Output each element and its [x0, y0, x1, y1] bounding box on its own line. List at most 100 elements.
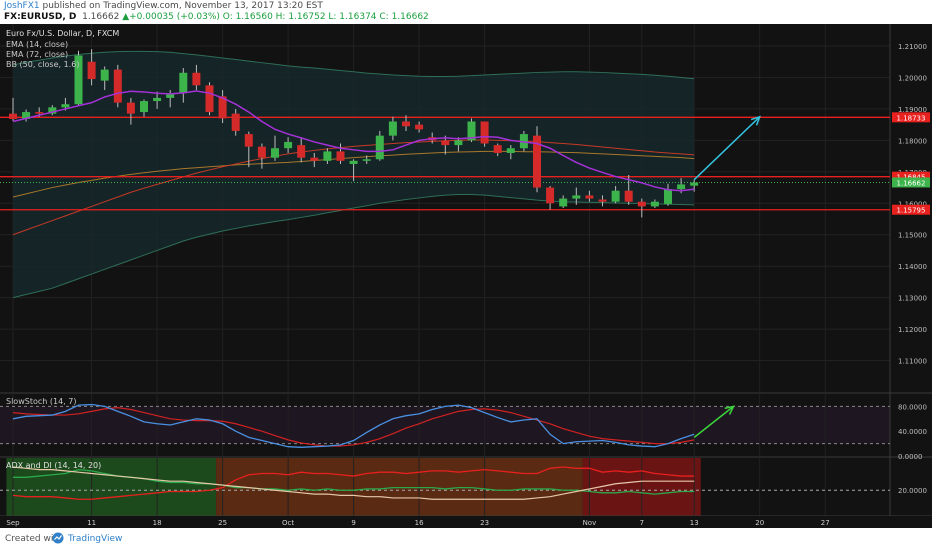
- candle-down: [192, 72, 201, 86]
- candle-up: [690, 182, 699, 186]
- ohlc-values: O: 1.16560 H: 1.16752 L: 1.16374 C: 1.16…: [222, 12, 429, 22]
- tradingview-brand[interactable]: TradingView: [68, 534, 123, 544]
- bollinger-upper-line: [12, 50, 695, 80]
- candle-up: [664, 189, 672, 204]
- adx-tick-label: 20.0000: [898, 487, 927, 495]
- last-price: 1.16662: [82, 12, 120, 22]
- candle-down: [598, 199, 607, 202]
- adx-title: ADX and DI (14, 14, 20): [6, 461, 101, 470]
- candle-down: [310, 157, 319, 161]
- candle-down: [126, 102, 135, 114]
- candle-down: [231, 113, 240, 131]
- date-tick-label: 13: [690, 519, 699, 527]
- candle-down: [546, 187, 555, 204]
- candle-down: [533, 135, 541, 188]
- projection-arrow-head: [750, 115, 761, 126]
- date-tick-label: Oct: [282, 519, 294, 527]
- publish-info: published on TradingView.com, November 1…: [39, 1, 323, 11]
- date-tick-label: 20: [755, 519, 764, 527]
- candle-up: [323, 151, 332, 161]
- price-tick-label: 1.12000: [898, 326, 927, 334]
- candle-down: [218, 96, 227, 119]
- main-chart-title: Euro Fx/U.S. Dollar, D, FXCM: [6, 29, 119, 38]
- candle-up: [22, 112, 31, 119]
- quote-line: FX:EURUSD, D 1.16662 ▲+0.00035 (+0.03%) …: [4, 12, 429, 22]
- indicator-legend: BB (50, close, 1.6): [6, 60, 79, 69]
- di-minus-line: [12, 466, 695, 500]
- candle-up: [74, 55, 83, 105]
- candle-down: [480, 121, 489, 144]
- stoch-tick-label: 80.0000: [898, 403, 927, 411]
- candle-up: [153, 97, 162, 102]
- price-tick-label: 1.21000: [898, 43, 927, 51]
- candle-up: [61, 104, 70, 108]
- current-price-label: 1.16662: [897, 179, 926, 187]
- header: JoshFX1 published on TradingView.com, No…: [0, 0, 932, 24]
- date-tick-label: 18: [153, 519, 162, 527]
- stoch-arrow: [693, 405, 734, 438]
- candle-up: [454, 140, 463, 146]
- candle-up: [362, 159, 371, 161]
- indicator-legend: EMA (14, close): [6, 40, 68, 49]
- current-price-tag: [892, 177, 930, 188]
- level-price-label: 1.18733: [897, 114, 926, 122]
- candle-down: [493, 145, 502, 153]
- date-tick-label: 9: [351, 519, 355, 527]
- price-tick-label: 1.13000: [898, 295, 927, 303]
- price-tick-label: 1.20000: [898, 74, 927, 82]
- bollinger-lower-line: [12, 193, 695, 299]
- time-axis: [0, 516, 932, 528]
- bollinger-basis-line: [12, 150, 695, 198]
- candle-down: [87, 61, 96, 80]
- candle-down: [244, 134, 253, 147]
- candle-up: [349, 160, 358, 164]
- level-price-tag: [892, 204, 930, 215]
- symbol-label: FX:EURUSD, D: [4, 12, 77, 22]
- candle-down: [402, 121, 410, 127]
- candle-up: [388, 121, 397, 136]
- candle-up: [166, 93, 175, 98]
- price-tick-label: 1.18000: [898, 137, 927, 145]
- change-up-icon: ▲: [122, 12, 130, 22]
- date-tick-label: Nov: [583, 519, 597, 527]
- stoch-tick-label: 40.0000: [898, 428, 927, 436]
- level-price-label: 1.15795: [897, 207, 926, 215]
- stoch-tick-label: 0.0000: [898, 453, 923, 461]
- author-link[interactable]: JoshFX1: [4, 1, 40, 11]
- candle-down: [113, 69, 122, 103]
- footer: Created with TradingView: [0, 528, 932, 550]
- candle-up: [559, 198, 568, 207]
- tradingview-logo-icon: [52, 532, 64, 544]
- price-tick-label: 1.19000: [898, 106, 927, 114]
- stoch-arrow-head: [724, 405, 735, 415]
- adx-line: [12, 466, 695, 500]
- date-tick-label: 11: [87, 519, 96, 527]
- candle-down: [415, 124, 424, 130]
- candle-up: [467, 121, 476, 141]
- candle-down: [9, 113, 17, 119]
- candle-up: [100, 69, 109, 81]
- candle-up: [677, 184, 686, 190]
- candle-up: [650, 201, 659, 207]
- candle-up: [284, 141, 293, 149]
- candle-up: [572, 195, 581, 199]
- date-tick-label: 7: [640, 519, 644, 527]
- candle-up: [519, 134, 528, 149]
- date-tick-label: 27: [821, 519, 830, 527]
- level-price-tag: [892, 171, 930, 182]
- ema14-line: [12, 90, 695, 192]
- candle-up: [271, 148, 279, 158]
- date-tick-label: 25: [218, 519, 227, 527]
- indicator-legend: EMA (72, close): [6, 50, 68, 59]
- date-tick-label: 23: [480, 519, 489, 527]
- stoch-d-line: [12, 407, 695, 447]
- created-with-label: Created with: [5, 534, 63, 544]
- candle-down: [585, 195, 594, 199]
- candle-up: [179, 72, 188, 94]
- price-change: +0.00035 (+0.03%): [129, 12, 220, 22]
- candle-down: [441, 140, 450, 146]
- candle-up: [375, 135, 384, 160]
- candle-down: [297, 145, 306, 158]
- price-tick-label: 1.11000: [898, 358, 927, 366]
- chart-area[interactable]: 1.210001.200001.190001.180001.170001.160…: [0, 24, 932, 528]
